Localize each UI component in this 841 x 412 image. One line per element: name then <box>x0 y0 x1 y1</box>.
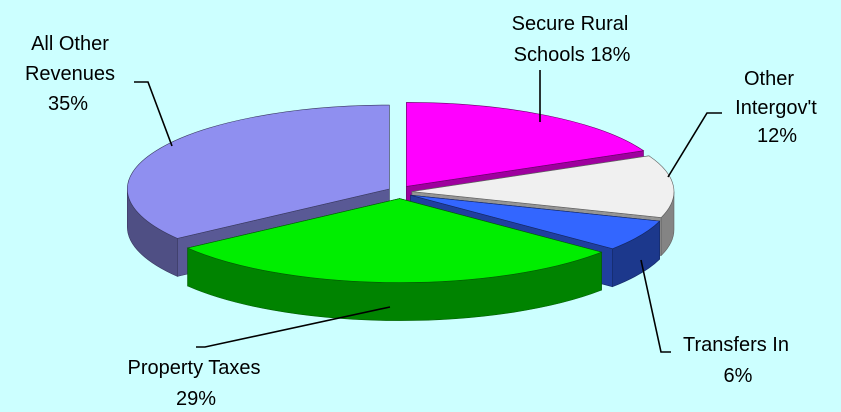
leader-line-all-other <box>134 81 173 147</box>
label-other-intergov-line1: Other <box>744 68 794 90</box>
label-transfers-line2: 6% <box>724 365 753 387</box>
label-transfers-line1: Transfers In <box>683 334 789 356</box>
slice-top-property-taxes <box>186 198 603 283</box>
label-secure-rural-line1: Secure Rural <box>512 13 629 35</box>
leader-line-other-intergov <box>667 112 722 178</box>
label-secure-rural-line2: Schools 18% <box>514 44 631 66</box>
label-all-other-line3: 35% <box>48 93 88 115</box>
slice-property-taxes <box>186 198 603 321</box>
slice-top-all-other-revenues <box>127 104 390 239</box>
leader-line-property-taxes <box>196 306 391 348</box>
label-other-intergov-line2: Intergov't <box>735 97 817 119</box>
label-other-intergov-line3: 12% <box>757 125 797 147</box>
leader-lines <box>134 70 722 353</box>
label-all-other-line1: All Other <box>31 33 109 55</box>
slice-top-secure-rural-schools <box>406 102 645 187</box>
label-property-taxes-line2: 29% <box>176 388 216 410</box>
label-all-other-line2: Revenues <box>25 63 115 85</box>
slice-top-transfers-in <box>410 194 661 250</box>
slice-top-other-intergov-t <box>411 155 675 218</box>
pie-slices <box>127 102 675 321</box>
slice-labels: Secure Rural Schools 18% Other Intergov'… <box>25 13 817 410</box>
label-property-taxes-line1: Property Taxes <box>127 357 260 379</box>
leader-line-transfers <box>640 259 671 353</box>
